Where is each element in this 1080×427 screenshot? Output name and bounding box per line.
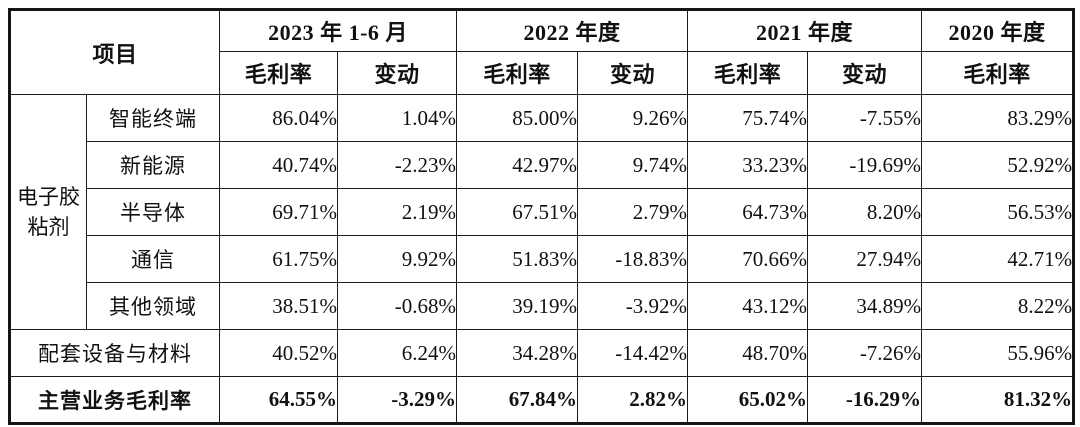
group-label-electronic-adhesives: 电子胶粘剂 [9, 94, 87, 330]
value-cell: 38.51% [219, 282, 339, 330]
value-cell: 1.04% [337, 94, 458, 142]
value-cell: 34.28% [456, 329, 579, 377]
metric-header-change-2021: 变动 [807, 51, 923, 95]
value-cell: -19.69% [807, 141, 923, 189]
table-header-row-metrics: 毛利率 变动 毛利率 变动 毛利率 变动 毛利率 [10, 51, 1075, 95]
value-cell: 34.89% [807, 282, 923, 330]
value-cell: -3.92% [577, 282, 689, 330]
value-cell: 83.29% [921, 94, 1075, 142]
table-row-main-business-total: 主营业务毛利率 64.55% -3.29% 67.84% 2.82% 65.02… [8, 376, 1075, 424]
metric-header-margin-2023: 毛利率 [219, 51, 339, 95]
value-cell: 67.51% [456, 188, 579, 236]
value-cell: 55.96% [921, 329, 1075, 377]
value-cell: 2.82% [577, 376, 689, 424]
value-cell: 9.26% [577, 94, 689, 142]
value-cell: -18.83% [577, 235, 689, 283]
value-cell: 40.74% [219, 141, 339, 189]
table-row-supporting-equipment: 配套设备与材料 40.52% 6.24% 34.28% -14.42% 48.7… [8, 329, 1075, 377]
value-cell: 52.92% [921, 141, 1075, 189]
year-header-2022: 2022 年度 [456, 9, 689, 52]
table-row-new-energy: 新能源 40.74% -2.23% 42.97% 9.74% 33.23% -1… [10, 141, 1075, 189]
value-cell: 65.02% [687, 376, 809, 424]
metric-header-margin-2020: 毛利率 [921, 51, 1075, 95]
value-cell: 61.75% [219, 235, 339, 283]
table-row-smart-devices: 电子胶粘剂 智能终端 86.04% 1.04% 85.00% 9.26% 75.… [9, 94, 1075, 330]
value-cell: 75.74% [687, 94, 809, 142]
row-label: 主营业务毛利率 [8, 376, 221, 424]
value-cell: 40.52% [219, 329, 339, 377]
value-cell: 81.32% [921, 376, 1075, 424]
metric-header-change-2023: 变动 [337, 51, 458, 95]
table-header-row-years: 项目 2023 年 1-6 月 2022 年度 2021 年度 2020 年度 [8, 9, 1075, 95]
value-cell: -7.55% [807, 94, 923, 142]
value-cell: 9.92% [337, 235, 458, 283]
year-header-2020: 2020 年度 [921, 9, 1075, 52]
table-row-communications: 通信 61.75% 9.92% 51.83% -18.83% 70.66% 27… [10, 235, 1075, 283]
segment-label: 通信 [85, 235, 221, 283]
value-cell: -0.68% [337, 282, 458, 330]
metric-header-margin-2021: 毛利率 [687, 51, 809, 95]
value-cell: 33.23% [687, 141, 809, 189]
row-label: 配套设备与材料 [8, 329, 221, 377]
table-row-semiconductor: 半导体 69.71% 2.19% 67.51% 2.79% 64.73% 8.2… [10, 188, 1075, 236]
segment-label: 智能终端 [85, 94, 221, 142]
value-cell: -16.29% [807, 376, 923, 424]
value-cell: 2.19% [337, 188, 458, 236]
value-cell: 9.74% [577, 141, 689, 189]
segment-label: 新能源 [85, 141, 221, 189]
value-cell: 2.79% [577, 188, 689, 236]
value-cell: 6.24% [337, 329, 458, 377]
gross-margin-table: 项目 2023 年 1-6 月 2022 年度 2021 年度 2020 年度 … [8, 8, 1076, 425]
value-cell: -7.26% [807, 329, 923, 377]
segment-label: 半导体 [85, 188, 221, 236]
value-cell: 70.66% [687, 235, 809, 283]
value-cell: 42.97% [456, 141, 579, 189]
value-cell: 67.84% [456, 376, 579, 424]
value-cell: 43.12% [687, 282, 809, 330]
value-cell: 56.53% [921, 188, 1075, 236]
year-header-2023h1: 2023 年 1-6 月 [219, 9, 458, 52]
metric-header-margin-2022: 毛利率 [456, 51, 579, 95]
value-cell: -2.23% [337, 141, 458, 189]
value-cell: 85.00% [456, 94, 579, 142]
segment-label: 其他领域 [85, 282, 221, 330]
value-cell: -14.42% [577, 329, 689, 377]
corner-header-item: 项目 [8, 9, 221, 95]
value-cell: 64.73% [687, 188, 809, 236]
value-cell: 48.70% [687, 329, 809, 377]
value-cell: 86.04% [219, 94, 339, 142]
value-cell: 8.22% [921, 282, 1075, 330]
value-cell: 42.71% [921, 235, 1075, 283]
metric-header-change-2022: 变动 [577, 51, 689, 95]
table-row-other-fields: 其他领域 38.51% -0.68% 39.19% -3.92% 43.12% … [10, 282, 1075, 330]
year-header-2021: 2021 年度 [687, 9, 923, 52]
value-cell: -3.29% [337, 376, 458, 424]
value-cell: 69.71% [219, 188, 339, 236]
value-cell: 39.19% [456, 282, 579, 330]
value-cell: 51.83% [456, 235, 579, 283]
value-cell: 8.20% [807, 188, 923, 236]
value-cell: 27.94% [807, 235, 923, 283]
value-cell: 64.55% [219, 376, 339, 424]
